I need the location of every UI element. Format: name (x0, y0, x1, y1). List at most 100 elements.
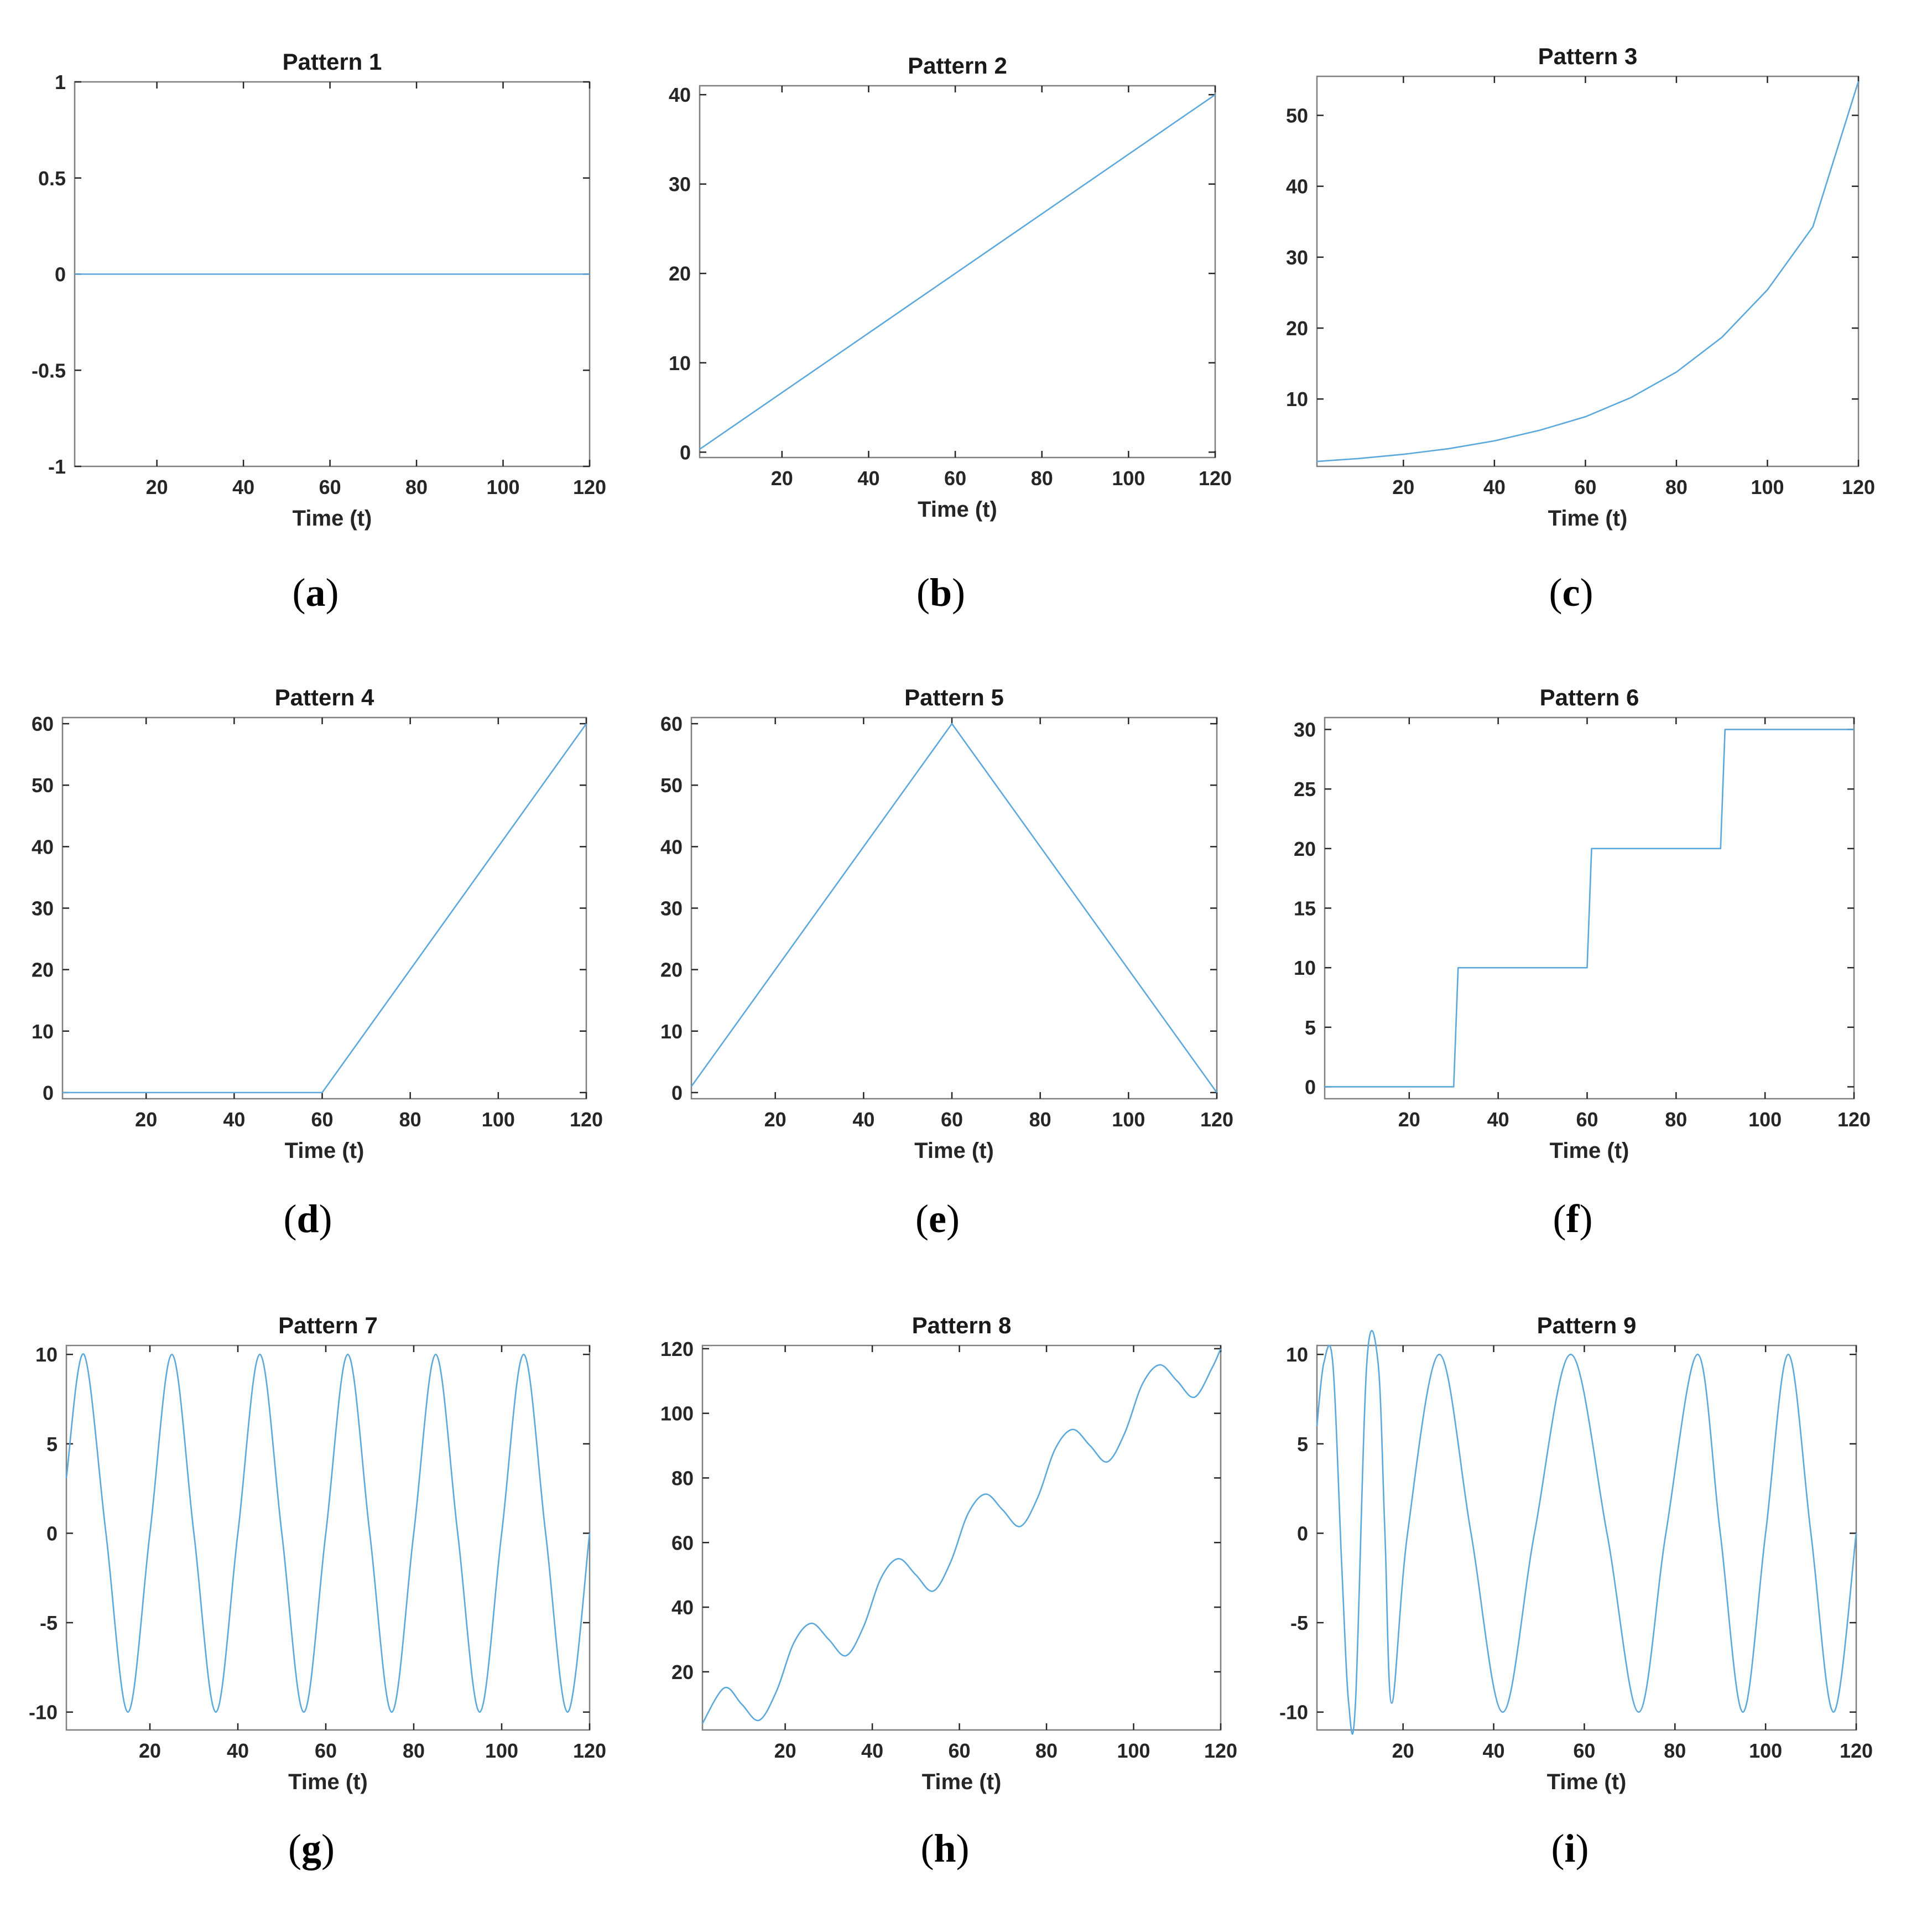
x-tick-label: 40 (223, 1108, 245, 1131)
y-tick-label: 120 (660, 1338, 694, 1360)
x-tick-label: 120 (1204, 1739, 1237, 1762)
y-tick-label: 40 (1286, 175, 1308, 198)
x-tick-label: 100 (1751, 476, 1784, 498)
chart-title: Pattern 7 (278, 1312, 378, 1338)
x-axis-label: Time (t) (288, 1770, 368, 1794)
x-tick-label: 80 (1665, 1108, 1687, 1131)
y-tick-label: 40 (671, 1596, 694, 1619)
y-tick-label: 10 (660, 1020, 683, 1043)
panel-caption: (f) (1553, 1197, 1593, 1241)
caption-close-paren: ) (946, 1197, 960, 1241)
chart-title: Pattern 8 (912, 1312, 1012, 1338)
x-tick-label: 100 (482, 1108, 515, 1131)
x-tick-label: 40 (1483, 476, 1506, 498)
y-tick-label: 10 (1294, 957, 1316, 979)
caption-letter: e (929, 1197, 946, 1241)
y-tick-label: -10 (29, 1701, 58, 1724)
x-tick-label: 40 (852, 1108, 874, 1131)
panel-caption: (h) (920, 1826, 969, 1870)
y-tick-label: 0 (1305, 1075, 1316, 1098)
x-tick-label: 120 (1199, 467, 1232, 490)
panel-caption: (b) (916, 570, 965, 615)
y-tick-label: 30 (669, 173, 691, 196)
panel-caption: (g) (288, 1826, 335, 1870)
x-tick-label: 20 (1398, 1108, 1420, 1131)
chart-title: Pattern 5 (904, 684, 1004, 710)
panel-caption: (e) (915, 1197, 960, 1241)
x-tick-label: 80 (405, 476, 428, 498)
y-tick-label: 0 (46, 1522, 58, 1545)
x-tick-label: 60 (1574, 476, 1596, 498)
caption-letter: c (1563, 570, 1580, 615)
x-axis-label: Time (t) (293, 506, 372, 531)
y-tick-label: 0 (43, 1082, 54, 1104)
x-tick-label: 80 (1665, 476, 1688, 498)
x-tick-label: 40 (227, 1739, 249, 1762)
y-tick-label: 10 (1286, 1343, 1308, 1366)
caption-open-paren: ( (293, 570, 306, 615)
plot-area (1316, 75, 1860, 467)
x-tick-label: 100 (1749, 1739, 1782, 1762)
chart-title: Pattern 3 (1538, 43, 1638, 69)
x-tick-label: 80 (1035, 1739, 1058, 1762)
caption-open-paren: ( (1549, 570, 1563, 615)
caption-letter: f (1566, 1197, 1580, 1241)
x-tick-label: 20 (1392, 1739, 1414, 1762)
caption-letter: b (930, 570, 952, 615)
caption-open-paren: ( (915, 1197, 929, 1241)
y-tick-label: 5 (46, 1433, 58, 1456)
x-tick-label: 60 (944, 467, 966, 490)
x-axis-label: Time (t) (914, 1139, 994, 1163)
caption-open-paren: ( (1553, 1197, 1566, 1241)
caption-close-paren: ) (319, 1197, 332, 1241)
x-axis-label: Time (t) (918, 497, 997, 522)
x-tick-label: 120 (1842, 476, 1875, 498)
x-tick-label: 80 (1029, 1108, 1051, 1131)
x-axis-label: Time (t) (1547, 1770, 1627, 1794)
chart-panel-4: Pattern 4 20 40 60 80 100 120 0 10 20 30 40 50 60 Time… (32, 684, 603, 1241)
x-tick-label: 60 (1576, 1108, 1598, 1131)
caption-close-paren: ) (321, 1826, 335, 1870)
y-tick-label: 5 (1305, 1016, 1316, 1039)
y-tick-label: 0.5 (38, 167, 66, 190)
x-axis-label: Time (t) (922, 1770, 1002, 1794)
x-tick-label: 20 (764, 1108, 787, 1131)
y-tick-label: 0 (671, 1082, 683, 1104)
y-tick-label: 40 (669, 84, 691, 106)
x-tick-label: 40 (1487, 1108, 1509, 1131)
caption-close-paren: ) (326, 570, 339, 615)
y-tick-label: 40 (32, 835, 54, 858)
chart-title: Pattern 1 (283, 49, 382, 75)
y-tick-label: 5 (1297, 1433, 1308, 1456)
y-tick-label: -1 (48, 455, 66, 478)
plot-area (701, 1344, 1222, 1731)
x-tick-label: 120 (573, 1739, 606, 1762)
panel-caption: (d) (283, 1197, 332, 1241)
x-tick-label: 100 (1117, 1739, 1150, 1762)
y-tick-label: -5 (40, 1612, 58, 1634)
y-tick-label: 50 (660, 774, 683, 797)
x-tick-label: 120 (1840, 1739, 1873, 1762)
chart-title: Pattern 4 (275, 684, 374, 710)
x-axis-label: Time (t) (1548, 506, 1628, 531)
y-tick-label: 30 (1294, 719, 1316, 741)
chart-panel-3: Pattern 3 20 40 60 80 100 120 10 20 30 40 50 Time (t… (1286, 43, 1875, 615)
caption-close-paren: ) (952, 570, 965, 615)
caption-letter: d (296, 1197, 319, 1241)
caption-open-paren: ( (283, 1197, 296, 1241)
y-tick-label: 30 (32, 897, 54, 920)
series-line (701, 1348, 1222, 1724)
y-tick-label: 20 (671, 1661, 694, 1683)
y-tick-label: 20 (660, 959, 683, 981)
chart-panel-1: Pattern 1 20 40 60 80 100 120 -1 -0.5 0 0.5 1 Time (… (32, 49, 606, 615)
x-axis-label: Time (t) (285, 1139, 364, 1163)
caption-close-paren: ) (1580, 570, 1593, 615)
x-tick-label: 80 (1664, 1739, 1686, 1762)
y-tick-label: 25 (1294, 778, 1316, 801)
y-tick-label: 10 (1286, 388, 1308, 411)
x-tick-label: 40 (232, 476, 254, 498)
caption-open-paren: ( (916, 570, 930, 615)
chart-title: Pattern 9 (1537, 1312, 1637, 1338)
y-tick-label: 10 (32, 1020, 54, 1043)
x-tick-label: 120 (1837, 1108, 1871, 1131)
